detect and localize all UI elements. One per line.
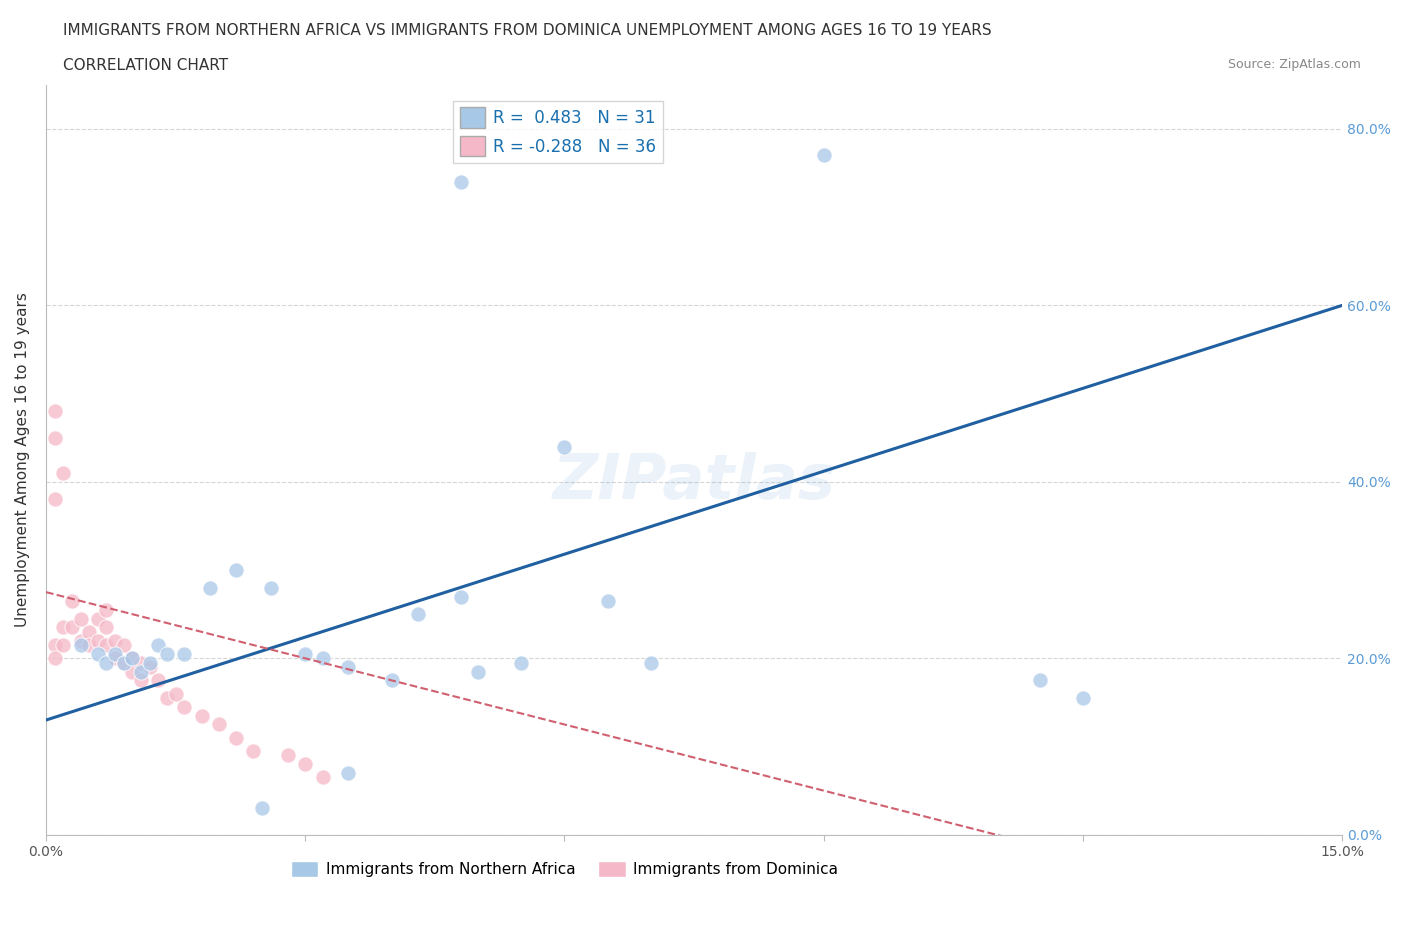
Immigrants from Dominica <box>87 633 110 648</box>
Immigrants from Northern Africa <box>406 606 429 621</box>
Immigrants from Dominica <box>165 686 187 701</box>
Immigrants from Northern Africa <box>311 651 333 666</box>
Text: ZIPatlas: ZIPatlas <box>553 452 835 512</box>
Legend: R =  0.483   N = 31, R = -0.288   N = 36: R = 0.483 N = 31, R = -0.288 N = 36 <box>453 100 662 163</box>
Immigrants from Northern Africa <box>640 656 662 671</box>
Immigrants from Northern Africa <box>553 439 575 454</box>
Immigrants from Northern Africa <box>260 580 283 595</box>
Immigrants from Dominica <box>44 431 66 445</box>
Immigrants from Dominica <box>96 620 118 635</box>
Immigrants from Dominica <box>173 699 195 714</box>
Immigrants from Northern Africa <box>138 656 160 671</box>
Immigrants from Dominica <box>44 492 66 507</box>
Immigrants from Northern Africa <box>813 148 835 163</box>
Immigrants from Dominica <box>60 620 83 635</box>
Immigrants from Dominica <box>129 656 152 671</box>
Immigrants from Dominica <box>129 673 152 688</box>
Immigrants from Dominica <box>242 743 264 758</box>
Immigrants from Dominica <box>52 466 75 481</box>
Immigrants from Northern Africa <box>156 646 179 661</box>
Text: IMMIGRANTS FROM NORTHERN AFRICA VS IMMIGRANTS FROM DOMINICA UNEMPLOYMENT AMONG A: IMMIGRANTS FROM NORTHERN AFRICA VS IMMIG… <box>63 23 991 38</box>
Immigrants from Dominica <box>190 709 212 724</box>
Immigrants from Dominica <box>138 659 160 674</box>
Immigrants from Northern Africa <box>1071 691 1094 706</box>
Immigrants from Northern Africa <box>173 646 195 661</box>
Immigrants from Dominica <box>294 757 316 772</box>
Immigrants from Northern Africa <box>87 646 110 661</box>
Immigrants from Northern Africa <box>148 638 170 653</box>
Immigrants from Dominica <box>104 633 127 648</box>
Immigrants from Dominica <box>156 691 179 706</box>
Immigrants from Northern Africa <box>337 659 360 674</box>
Immigrants from Dominica <box>77 624 100 639</box>
Immigrants from Northern Africa <box>450 174 472 189</box>
Text: CORRELATION CHART: CORRELATION CHART <box>63 58 228 73</box>
Text: Source: ZipAtlas.com: Source: ZipAtlas.com <box>1227 58 1361 71</box>
Immigrants from Dominica <box>112 638 135 653</box>
Immigrants from Dominica <box>96 638 118 653</box>
Immigrants from Northern Africa <box>294 646 316 661</box>
Immigrants from Dominica <box>87 611 110 626</box>
Immigrants from Dominica <box>44 404 66 418</box>
Immigrants from Dominica <box>52 620 75 635</box>
Immigrants from Dominica <box>225 730 247 745</box>
Immigrants from Dominica <box>148 673 170 688</box>
Immigrants from Northern Africa <box>112 656 135 671</box>
Immigrants from Northern Africa <box>96 656 118 671</box>
Immigrants from Dominica <box>277 748 299 763</box>
Immigrants from Northern Africa <box>381 673 404 688</box>
Immigrants from Northern Africa <box>450 589 472 604</box>
Immigrants from Northern Africa <box>69 638 91 653</box>
Immigrants from Dominica <box>208 717 231 732</box>
Immigrants from Dominica <box>121 664 143 679</box>
Immigrants from Dominica <box>52 638 75 653</box>
Immigrants from Dominica <box>60 593 83 608</box>
Immigrants from Northern Africa <box>596 593 619 608</box>
Immigrants from Dominica <box>69 611 91 626</box>
Immigrants from Dominica <box>44 638 66 653</box>
Immigrants from Dominica <box>96 603 118 618</box>
Immigrants from Northern Africa <box>467 664 489 679</box>
Immigrants from Northern Africa <box>225 563 247 578</box>
Immigrants from Dominica <box>69 633 91 648</box>
Immigrants from Dominica <box>44 651 66 666</box>
Immigrants from Northern Africa <box>510 656 533 671</box>
Immigrants from Northern Africa <box>337 765 360 780</box>
Immigrants from Northern Africa <box>198 580 221 595</box>
Immigrants from Northern Africa <box>250 801 273 816</box>
Immigrants from Dominica <box>121 651 143 666</box>
Immigrants from Dominica <box>77 638 100 653</box>
Immigrants from Dominica <box>311 770 333 785</box>
Immigrants from Northern Africa <box>129 664 152 679</box>
Immigrants from Dominica <box>104 651 127 666</box>
Immigrants from Northern Africa <box>121 651 143 666</box>
Immigrants from Northern Africa <box>1029 673 1052 688</box>
Immigrants from Northern Africa <box>104 646 127 661</box>
Y-axis label: Unemployment Among Ages 16 to 19 years: Unemployment Among Ages 16 to 19 years <box>15 292 30 627</box>
Immigrants from Dominica <box>112 656 135 671</box>
